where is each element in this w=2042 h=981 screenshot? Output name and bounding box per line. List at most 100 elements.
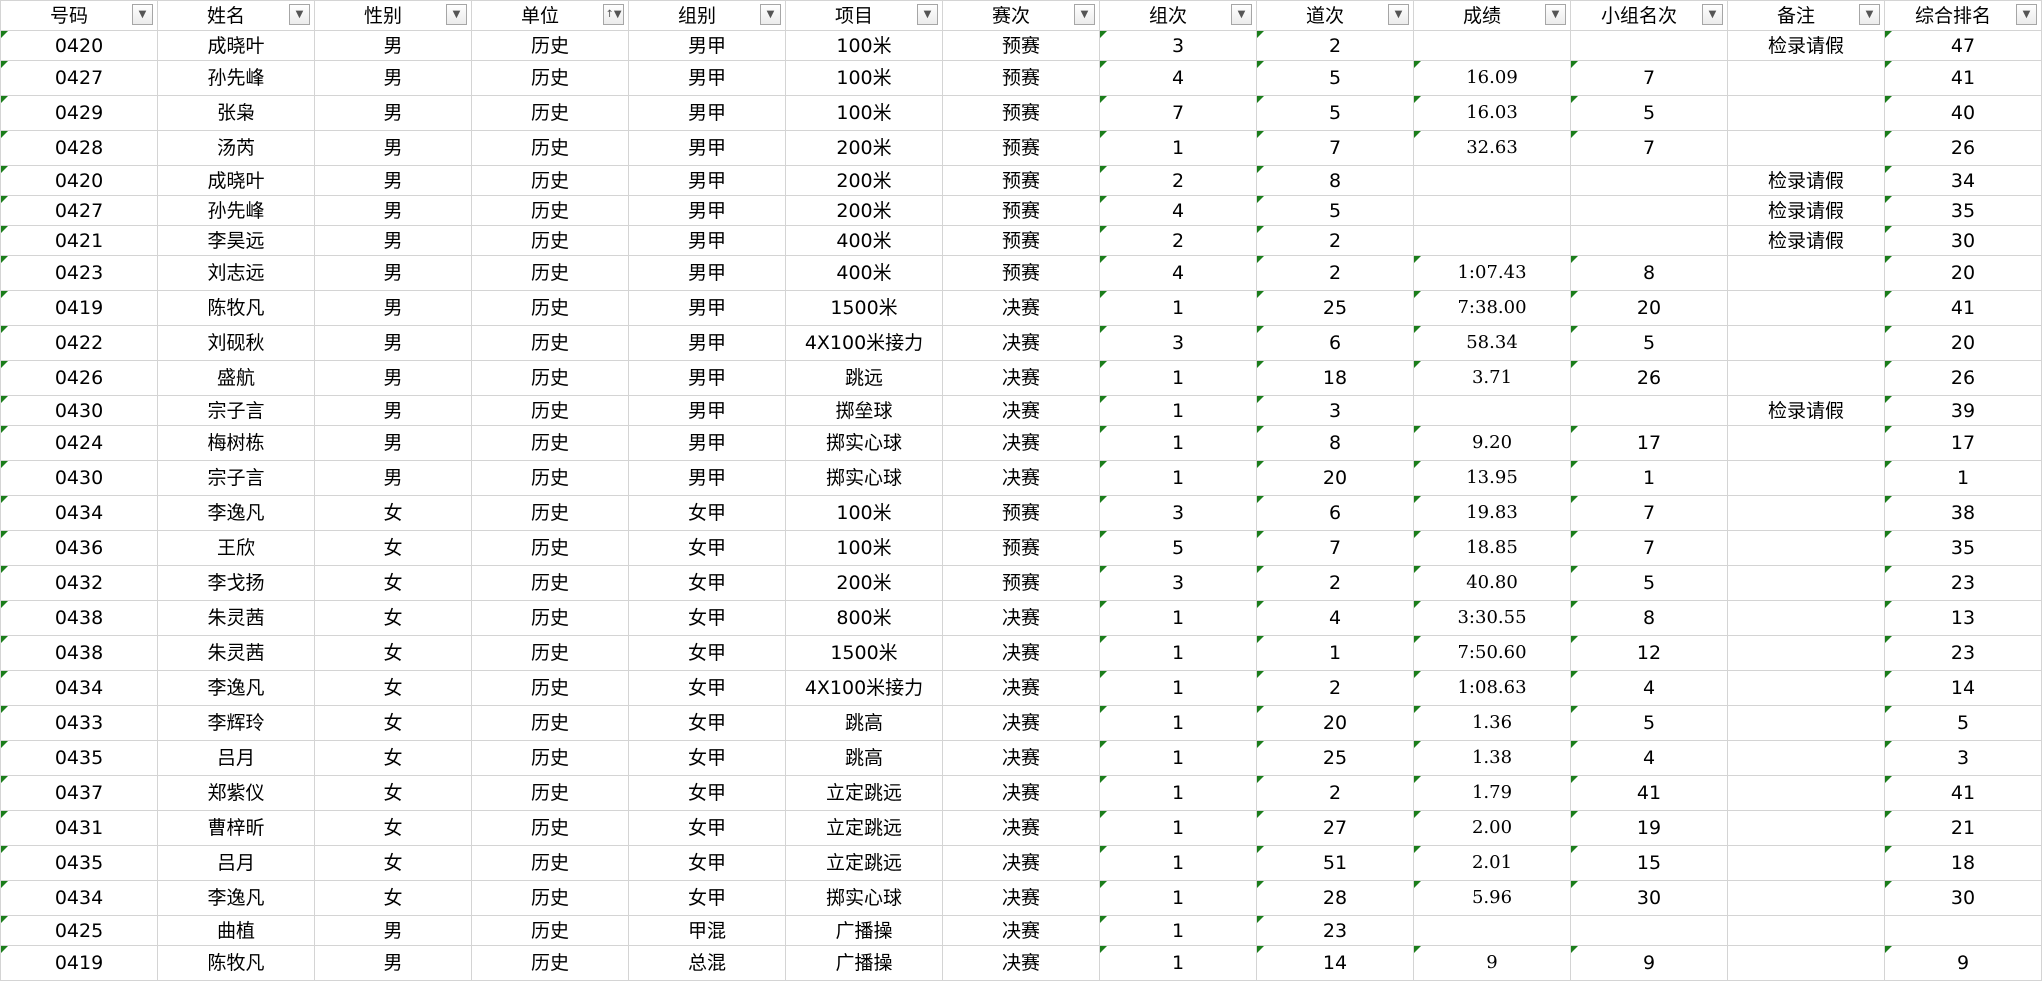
cell-组别[interactable]: 女甲: [628, 845, 786, 881]
cell-性别[interactable]: 男: [314, 915, 472, 946]
cell-综合排名[interactable]: 30: [1884, 225, 2042, 256]
cell-单位[interactable]: 历史: [471, 425, 629, 461]
cell-小组名次[interactable]: 15: [1570, 845, 1728, 881]
cell-小组名次[interactable]: 30: [1570, 880, 1728, 916]
cell-成绩[interactable]: [1413, 395, 1571, 426]
cell-姓名[interactable]: 成晓叶: [157, 30, 315, 61]
cell-号码[interactable]: 0437: [0, 775, 158, 811]
cell-赛次[interactable]: 决赛: [942, 880, 1100, 916]
cell-小组名次[interactable]: [1570, 165, 1728, 196]
cell-综合排名[interactable]: 1: [1884, 460, 2042, 496]
cell-号码[interactable]: 0419: [0, 290, 158, 326]
cell-组次[interactable]: 1: [1099, 880, 1257, 916]
cell-单位[interactable]: 历史: [471, 225, 629, 256]
cell-项目[interactable]: 100米: [785, 495, 943, 531]
cell-道次[interactable]: 2: [1256, 255, 1414, 291]
cell-备注[interactable]: [1727, 290, 1885, 326]
cell-道次[interactable]: 2: [1256, 670, 1414, 706]
cell-小组名次[interactable]: [1570, 225, 1728, 256]
cell-组别[interactable]: 女甲: [628, 635, 786, 671]
cell-单位[interactable]: 历史: [471, 670, 629, 706]
cell-组别[interactable]: 甲混: [628, 915, 786, 946]
cell-赛次[interactable]: 预赛: [942, 30, 1100, 61]
cell-姓名[interactable]: 盛航: [157, 360, 315, 396]
cell-备注[interactable]: 检录请假: [1727, 225, 1885, 256]
cell-赛次[interactable]: 决赛: [942, 945, 1100, 981]
cell-组次[interactable]: 2: [1099, 165, 1257, 196]
cell-号码[interactable]: 0427: [0, 195, 158, 226]
cell-组别[interactable]: 女甲: [628, 530, 786, 566]
cell-组别[interactable]: 男甲: [628, 60, 786, 96]
cell-道次[interactable]: 2: [1256, 225, 1414, 256]
cell-性别[interactable]: 女: [314, 565, 472, 601]
cell-赛次[interactable]: 预赛: [942, 255, 1100, 291]
filter-dropdown-icon[interactable]: ▼: [1545, 4, 1566, 25]
cell-单位[interactable]: 历史: [471, 775, 629, 811]
cell-项目[interactable]: 100米: [785, 95, 943, 131]
cell-项目[interactable]: 立定跳远: [785, 810, 943, 846]
cell-组次[interactable]: 1: [1099, 810, 1257, 846]
cell-组别[interactable]: 男甲: [628, 325, 786, 361]
cell-单位[interactable]: 历史: [471, 395, 629, 426]
cell-备注[interactable]: [1727, 775, 1885, 811]
column-header[interactable]: 道次 ▼: [1256, 0, 1414, 31]
cell-姓名[interactable]: 李戈扬: [157, 565, 315, 601]
cell-道次[interactable]: 2: [1256, 775, 1414, 811]
cell-性别[interactable]: 女: [314, 810, 472, 846]
cell-姓名[interactable]: 李逸凡: [157, 670, 315, 706]
cell-性别[interactable]: 男: [314, 225, 472, 256]
cell-性别[interactable]: 男: [314, 945, 472, 981]
cell-组次[interactable]: 1: [1099, 425, 1257, 461]
cell-组别[interactable]: 男甲: [628, 395, 786, 426]
filter-dropdown-icon[interactable]: ▼: [1388, 4, 1409, 25]
cell-姓名[interactable]: 李逸凡: [157, 880, 315, 916]
cell-项目[interactable]: 立定跳远: [785, 775, 943, 811]
cell-单位[interactable]: 历史: [471, 290, 629, 326]
cell-成绩[interactable]: 13.95: [1413, 460, 1571, 496]
cell-综合排名[interactable]: 9: [1884, 945, 2042, 981]
cell-单位[interactable]: 历史: [471, 530, 629, 566]
cell-姓名[interactable]: 朱灵茜: [157, 600, 315, 636]
cell-项目[interactable]: 800米: [785, 600, 943, 636]
cell-综合排名[interactable]: 20: [1884, 325, 2042, 361]
cell-号码[interactable]: 0421: [0, 225, 158, 256]
column-header[interactable]: 备注 ▼: [1727, 0, 1885, 31]
cell-道次[interactable]: 28: [1256, 880, 1414, 916]
cell-性别[interactable]: 女: [314, 495, 472, 531]
cell-综合排名[interactable]: 26: [1884, 130, 2042, 166]
cell-号码[interactable]: 0424: [0, 425, 158, 461]
cell-备注[interactable]: [1727, 635, 1885, 671]
cell-单位[interactable]: 历史: [471, 325, 629, 361]
cell-小组名次[interactable]: 7: [1570, 530, 1728, 566]
cell-姓名[interactable]: 成晓叶: [157, 165, 315, 196]
cell-组别[interactable]: 女甲: [628, 880, 786, 916]
cell-小组名次[interactable]: 17: [1570, 425, 1728, 461]
cell-项目[interactable]: 200米: [785, 195, 943, 226]
cell-号码[interactable]: 0429: [0, 95, 158, 131]
cell-号码[interactable]: 0426: [0, 360, 158, 396]
cell-性别[interactable]: 女: [314, 600, 472, 636]
cell-赛次[interactable]: 决赛: [942, 425, 1100, 461]
cell-赛次[interactable]: 决赛: [942, 325, 1100, 361]
cell-小组名次[interactable]: [1570, 30, 1728, 61]
column-header[interactable]: 赛次 ▼: [942, 0, 1100, 31]
cell-项目[interactable]: 掷实心球: [785, 880, 943, 916]
cell-单位[interactable]: 历史: [471, 880, 629, 916]
filter-dropdown-icon[interactable]: ▼: [917, 4, 938, 25]
cell-综合排名[interactable]: 41: [1884, 290, 2042, 326]
cell-小组名次[interactable]: 7: [1570, 495, 1728, 531]
cell-单位[interactable]: 历史: [471, 255, 629, 291]
cell-号码[interactable]: 0435: [0, 740, 158, 776]
cell-组别[interactable]: 女甲: [628, 740, 786, 776]
cell-备注[interactable]: [1727, 600, 1885, 636]
cell-备注[interactable]: [1727, 360, 1885, 396]
cell-组次[interactable]: 1: [1099, 705, 1257, 741]
cell-小组名次[interactable]: 26: [1570, 360, 1728, 396]
cell-项目[interactable]: 1500米: [785, 635, 943, 671]
cell-赛次[interactable]: 决赛: [942, 670, 1100, 706]
cell-综合排名[interactable]: 39: [1884, 395, 2042, 426]
cell-小组名次[interactable]: 7: [1570, 130, 1728, 166]
cell-备注[interactable]: [1727, 670, 1885, 706]
column-header[interactable]: 小组名次 ▼: [1570, 0, 1728, 31]
cell-组次[interactable]: 1: [1099, 775, 1257, 811]
